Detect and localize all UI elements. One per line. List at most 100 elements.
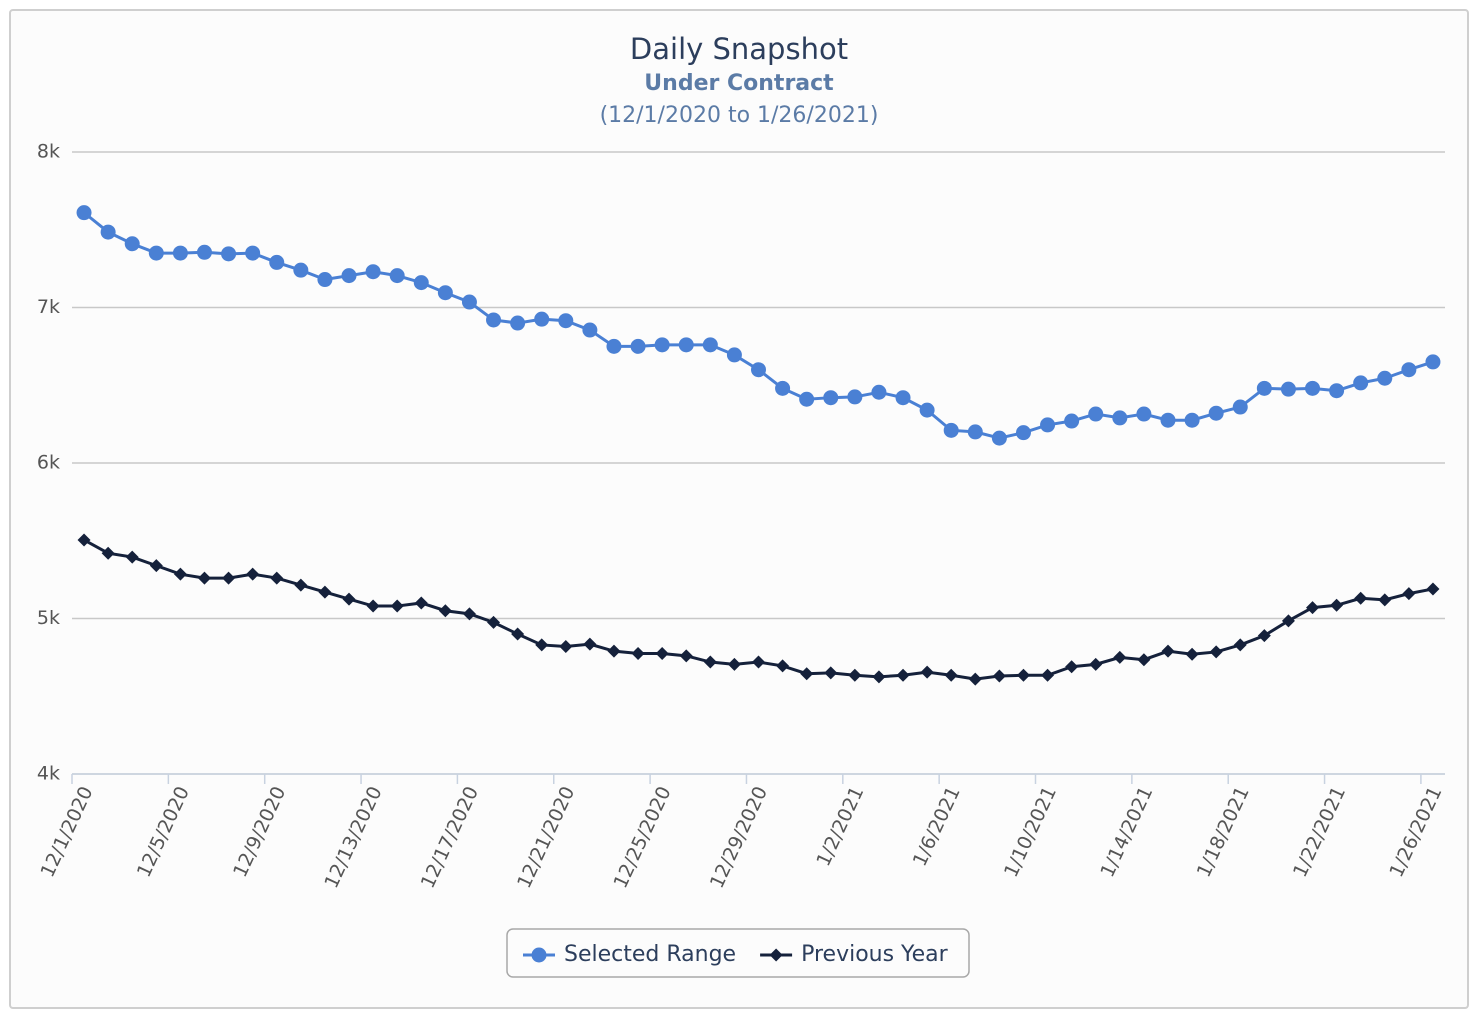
point bbox=[437, 285, 453, 301]
point bbox=[487, 615, 501, 629]
point bbox=[823, 390, 839, 406]
point bbox=[366, 599, 380, 613]
point bbox=[702, 337, 718, 353]
point bbox=[1113, 650, 1127, 664]
point bbox=[775, 380, 791, 396]
point bbox=[583, 637, 597, 651]
point bbox=[944, 668, 958, 682]
point bbox=[462, 607, 476, 621]
point bbox=[967, 424, 983, 440]
point bbox=[1064, 413, 1080, 429]
point bbox=[342, 592, 356, 606]
point bbox=[752, 655, 765, 669]
point bbox=[895, 390, 911, 406]
point bbox=[872, 670, 886, 684]
point bbox=[76, 205, 92, 221]
point bbox=[222, 571, 236, 585]
point bbox=[149, 559, 163, 573]
point bbox=[630, 338, 646, 354]
point bbox=[124, 236, 140, 252]
chart-frame bbox=[9, 9, 1469, 1009]
point bbox=[1136, 406, 1152, 422]
point bbox=[799, 391, 815, 407]
point bbox=[631, 646, 645, 660]
point bbox=[1208, 405, 1224, 421]
point bbox=[558, 313, 574, 329]
point bbox=[172, 245, 188, 261]
legend-box bbox=[506, 928, 970, 978]
point bbox=[559, 639, 573, 653]
point bbox=[317, 272, 333, 288]
point bbox=[1065, 660, 1079, 674]
point bbox=[1330, 598, 1344, 612]
point bbox=[510, 315, 526, 331]
point bbox=[968, 672, 982, 686]
point bbox=[606, 338, 622, 354]
point bbox=[1089, 657, 1103, 671]
point bbox=[1088, 406, 1104, 422]
point bbox=[726, 347, 742, 363]
point bbox=[1305, 380, 1321, 396]
point bbox=[1160, 412, 1176, 428]
point bbox=[221, 246, 237, 262]
point bbox=[678, 337, 694, 353]
legend-label: Selected Range bbox=[564, 942, 736, 967]
point bbox=[871, 384, 887, 400]
y-tick-label: 5k bbox=[37, 607, 60, 629]
point bbox=[511, 627, 525, 641]
legend-label: Previous Year bbox=[801, 942, 949, 967]
point bbox=[461, 294, 477, 310]
point bbox=[751, 362, 766, 378]
point bbox=[1426, 582, 1440, 596]
y-tick-label: 6k bbox=[37, 452, 60, 474]
point bbox=[582, 322, 598, 338]
point bbox=[1041, 668, 1055, 682]
point bbox=[390, 599, 404, 613]
point bbox=[1377, 370, 1393, 386]
point bbox=[125, 550, 139, 564]
point bbox=[703, 655, 717, 669]
chart-subtitle: Under Contract bbox=[644, 71, 834, 96]
point bbox=[800, 667, 814, 681]
point bbox=[1280, 381, 1296, 397]
point bbox=[1281, 614, 1295, 628]
point bbox=[101, 546, 115, 560]
point bbox=[1184, 412, 1200, 428]
point bbox=[365, 264, 381, 280]
point bbox=[655, 646, 669, 660]
legend-marker bbox=[531, 947, 547, 963]
point bbox=[100, 224, 116, 240]
point bbox=[991, 430, 1007, 446]
point bbox=[77, 533, 91, 547]
point bbox=[848, 668, 862, 682]
point bbox=[1209, 645, 1223, 659]
point bbox=[1015, 425, 1031, 441]
point bbox=[776, 659, 790, 673]
point bbox=[607, 644, 621, 658]
point bbox=[246, 567, 260, 581]
point bbox=[293, 262, 309, 278]
point bbox=[1040, 417, 1056, 433]
point bbox=[1306, 601, 1320, 615]
point bbox=[943, 422, 959, 438]
point bbox=[1329, 383, 1345, 399]
point bbox=[1257, 629, 1271, 643]
point bbox=[992, 669, 1006, 683]
point bbox=[1016, 668, 1030, 682]
point bbox=[824, 666, 838, 680]
y-tick-label: 8k bbox=[37, 141, 60, 163]
point bbox=[1425, 354, 1441, 370]
point bbox=[1354, 591, 1368, 605]
point bbox=[654, 337, 670, 353]
point bbox=[847, 389, 863, 405]
point bbox=[269, 254, 285, 270]
y-tick-label: 4k bbox=[37, 763, 60, 785]
point bbox=[1232, 399, 1248, 415]
point bbox=[438, 604, 452, 618]
point bbox=[1137, 653, 1151, 667]
point bbox=[1401, 362, 1417, 378]
y-tick-label: 7k bbox=[37, 296, 60, 318]
point bbox=[679, 649, 693, 663]
point bbox=[196, 244, 212, 260]
